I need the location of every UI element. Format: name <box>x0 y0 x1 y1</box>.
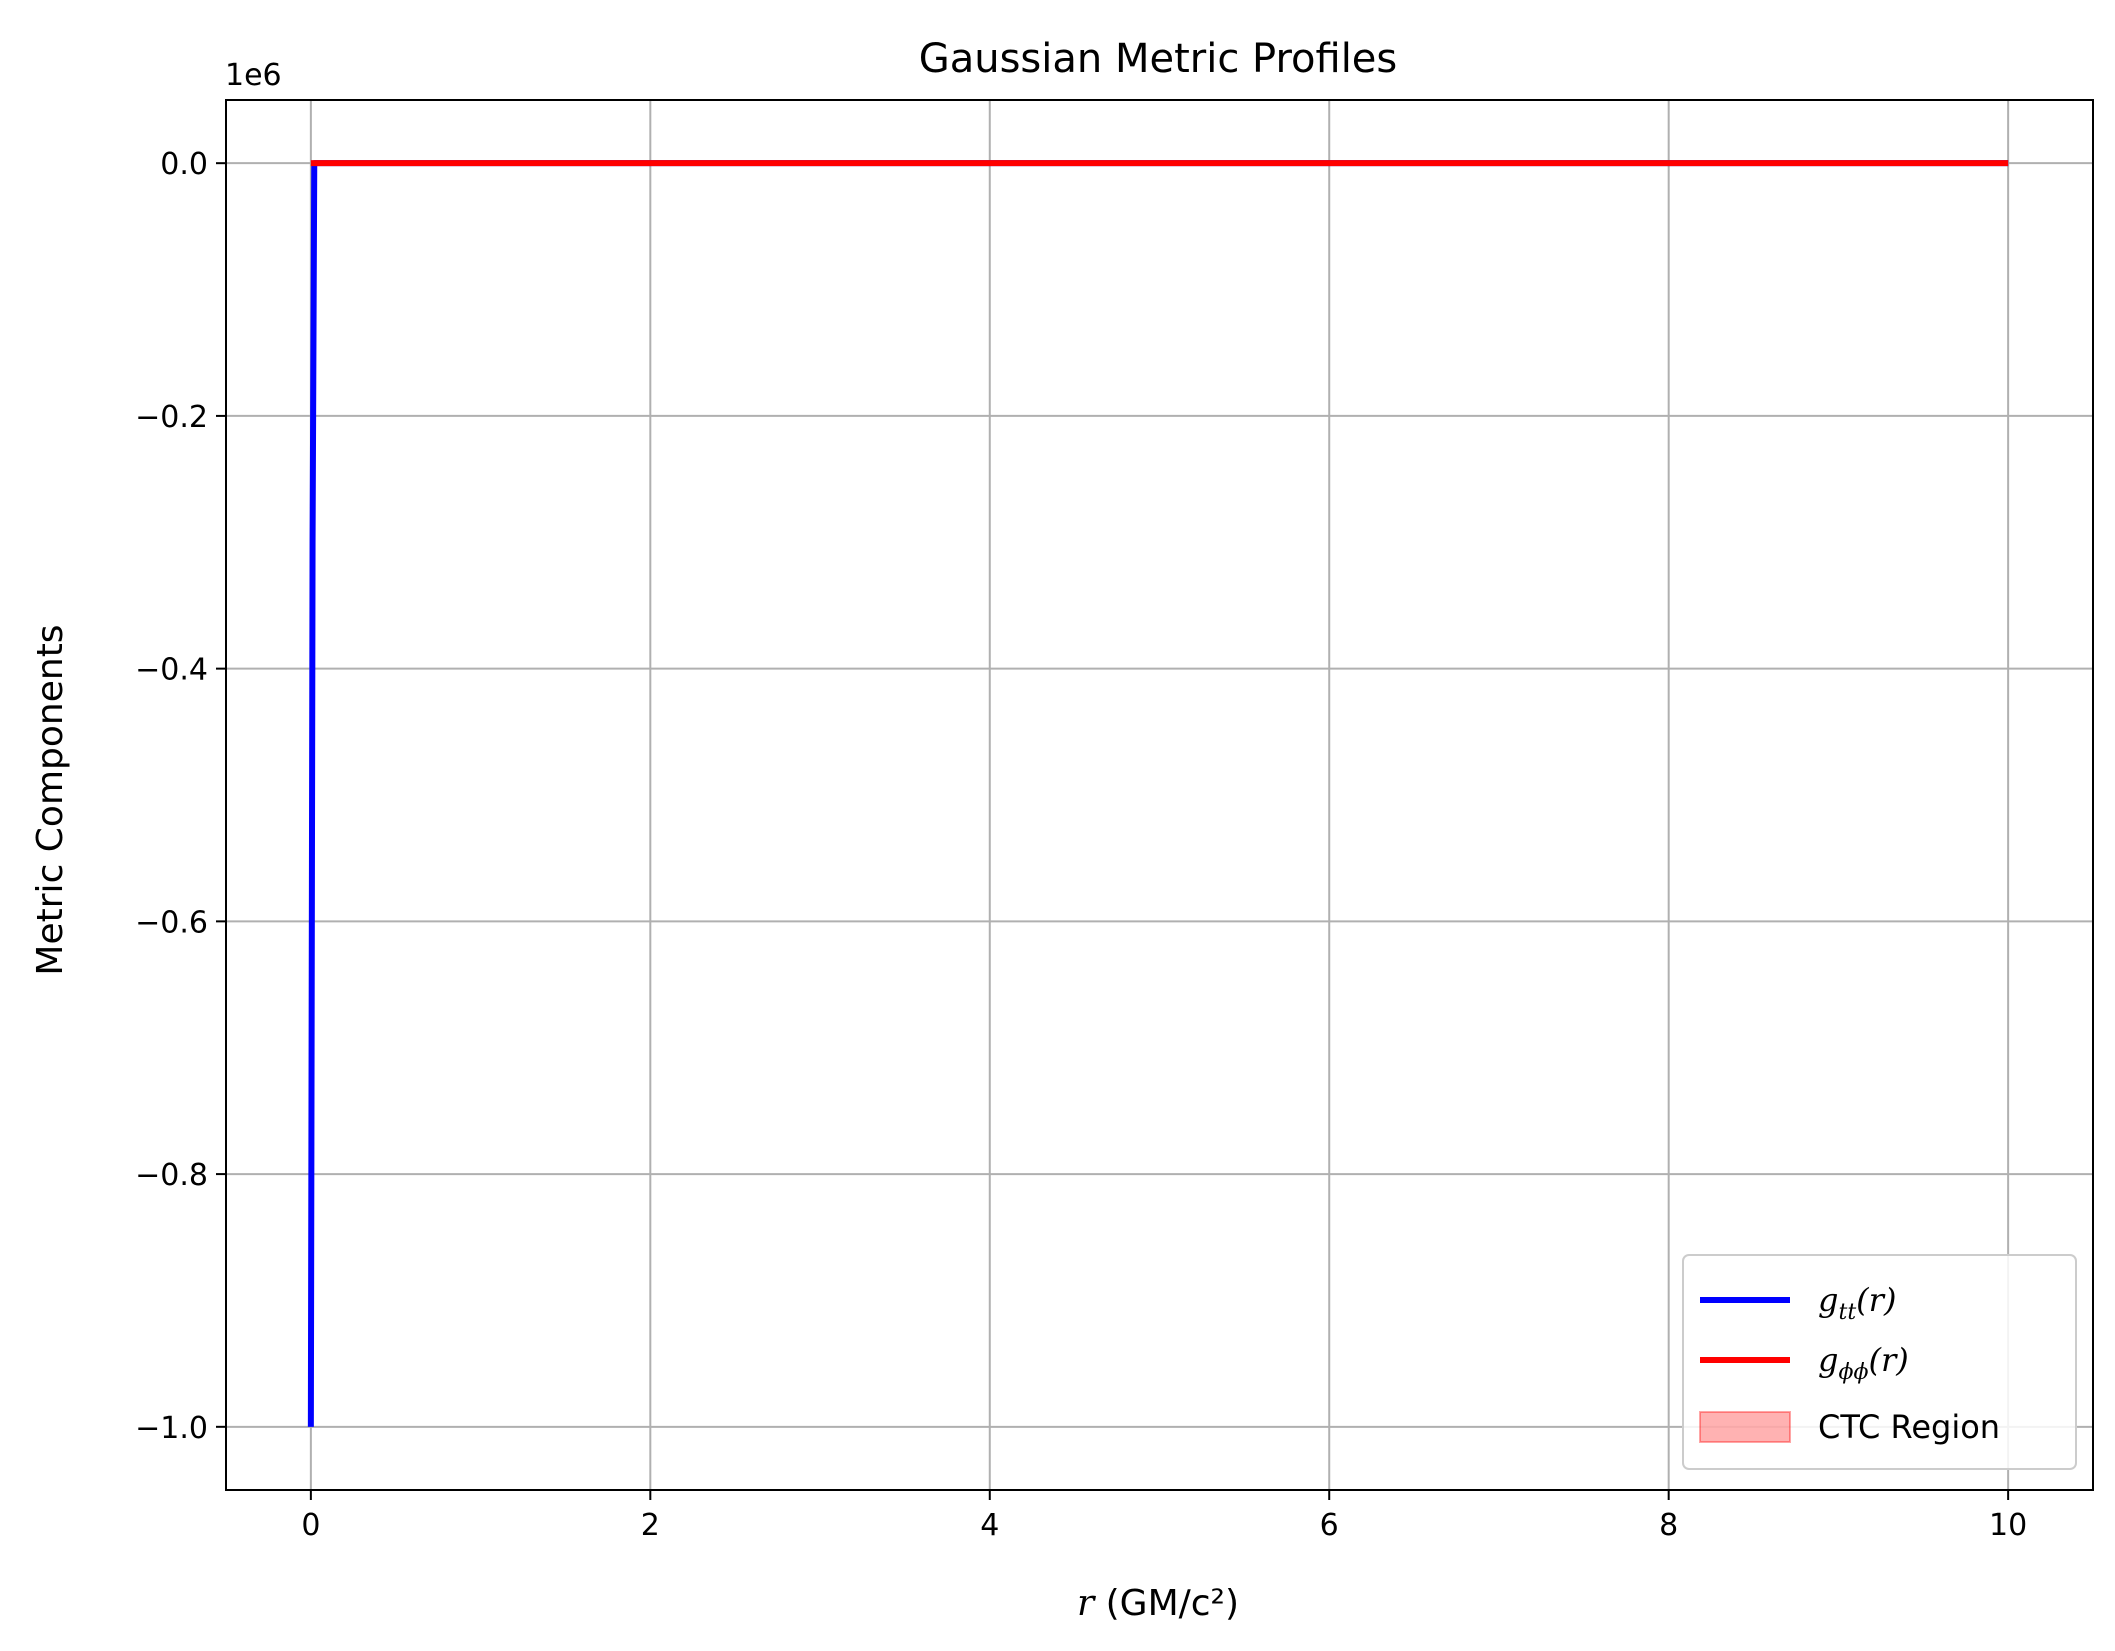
x-axis-label: r (GM/c²) <box>1077 1583 1239 1624</box>
x-tick-label: 4 <box>980 1508 999 1543</box>
axes-frame <box>225 99 2094 1491</box>
x-tick-label: 10 <box>1989 1508 2027 1543</box>
x-tick-label: 8 <box>1659 1508 1678 1543</box>
chart-title: Gaussian Metric Profiles <box>919 36 1398 82</box>
legend-entry-label: gtt(r) <box>1818 1281 1896 1325</box>
y-offset-text: 1e6 <box>225 58 282 93</box>
legend-entry-label: gϕϕ(r) <box>1818 1341 1909 1385</box>
legend: gtt(r) gϕϕ(r) CTC Region <box>1682 1254 2077 1470</box>
y-tick-label: −0.8 <box>135 1158 208 1193</box>
legend-box <box>1682 1254 2077 1470</box>
grid <box>226 100 2093 1490</box>
x-tick-label: 2 <box>641 1508 660 1543</box>
y-axis-label: Metric Components <box>30 624 71 975</box>
legend-entry-label: CTC Region <box>1818 1408 2000 1446</box>
x-axis-label-variable: r <box>1077 1583 1096 1624</box>
y-tick-label: −0.2 <box>135 400 208 435</box>
y-tick-label: 0.0 <box>160 147 208 182</box>
y-ticks: 0.0 −0.2 −0.4 −0.6 −0.8 −1.0 <box>135 147 226 1446</box>
y-tick-label: −1.0 <box>135 1411 208 1446</box>
x-ticks: 0 2 4 6 8 10 <box>301 1490 2027 1543</box>
y-tick-label: −0.6 <box>135 905 208 940</box>
x-axis-label-unit: (GM/c²) <box>1094 1583 1239 1624</box>
legend-patch-swatch <box>1699 1411 1791 1443</box>
series-lines <box>307 160 2009 1427</box>
x-tick-label: 0 <box>301 1508 320 1543</box>
x-tick-label: 6 <box>1320 1508 1339 1543</box>
y-tick-label: −0.4 <box>135 653 208 688</box>
